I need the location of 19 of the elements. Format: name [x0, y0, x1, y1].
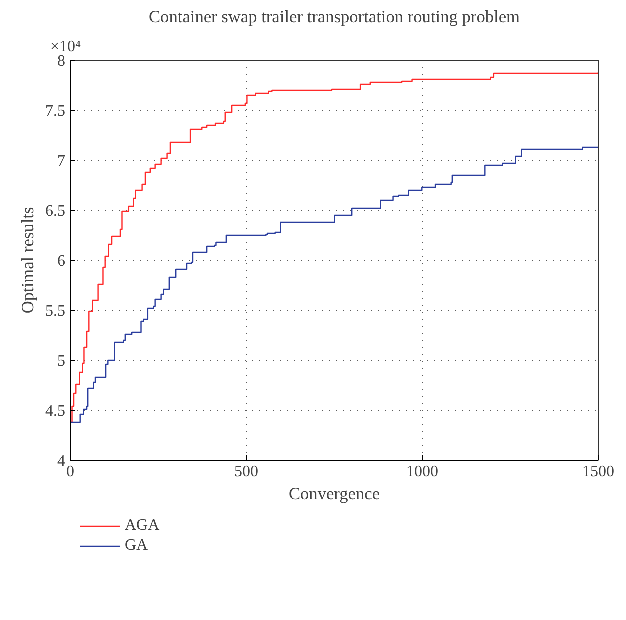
- y-tick-label: 5: [58, 353, 66, 370]
- y-tick-label: 6.5: [46, 203, 66, 220]
- legend-label: GA: [125, 537, 148, 555]
- legend-label: AGA: [125, 517, 160, 535]
- y-tick-label: 7.5: [46, 103, 66, 120]
- x-tick-label: 1500: [582, 464, 614, 480]
- y-axis-title: Optimal results: [18, 207, 38, 314]
- chart-title: Container swap trailer transportation routing problem: [148, 8, 521, 26]
- y-tick-label: 6: [58, 253, 66, 270]
- y-tick-label: 8: [58, 53, 66, 70]
- x-tick-label: 0: [66, 464, 74, 480]
- y-tick-label: 5.5: [46, 303, 66, 320]
- x-tick-label: 500: [234, 464, 258, 480]
- y-tick-label: 4.5: [46, 403, 66, 420]
- y-tick-label: 7: [58, 153, 66, 170]
- y-tick-label: 4: [58, 453, 66, 470]
- x-tick-label: 1000: [406, 464, 438, 480]
- x-axis-title: Convergence: [288, 484, 380, 504]
- text: ×10⁴: [50, 38, 82, 56]
